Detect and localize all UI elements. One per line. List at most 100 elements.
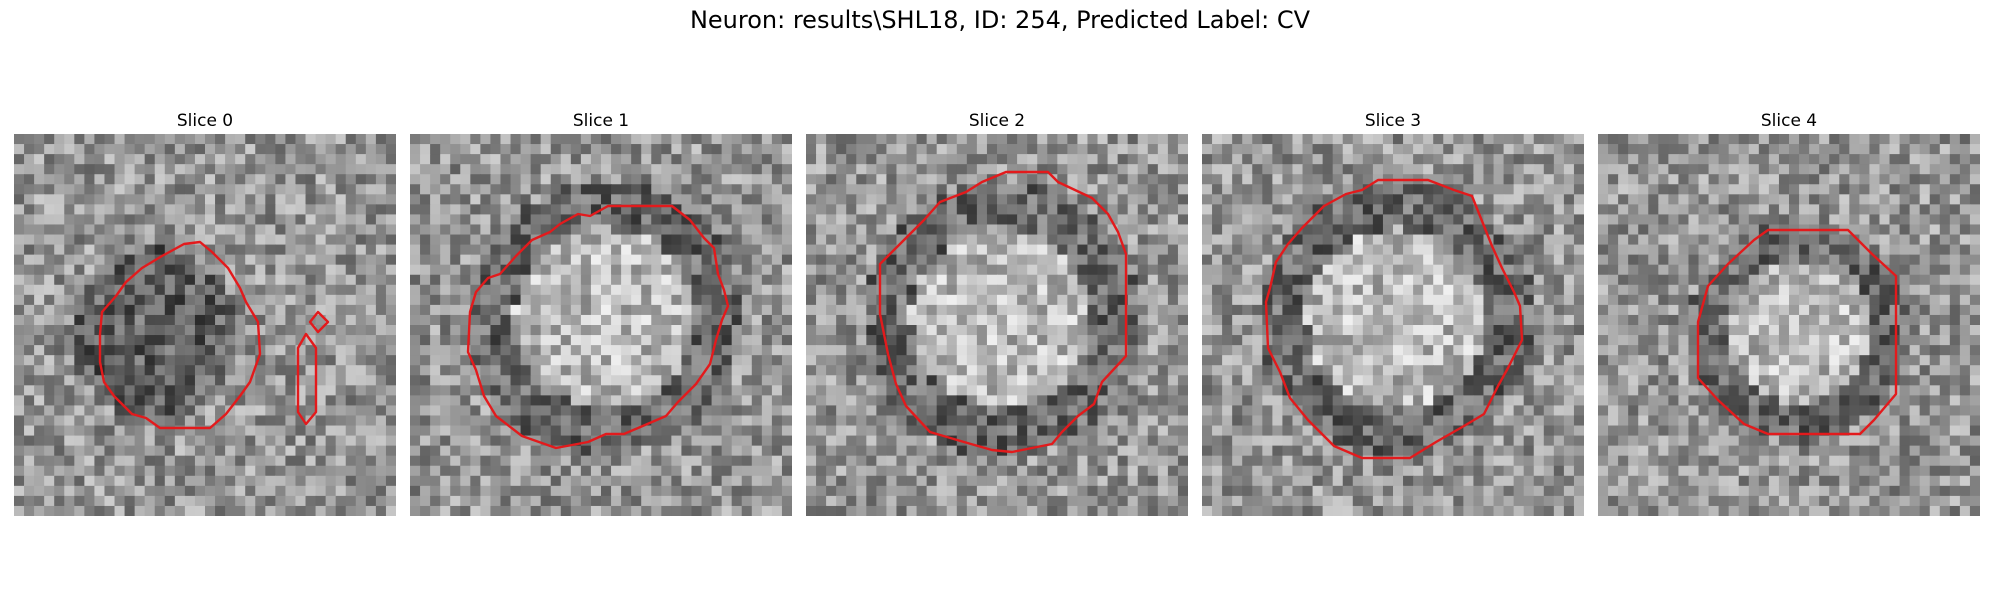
image-pixel bbox=[500, 134, 511, 145]
image-pixel bbox=[420, 345, 431, 356]
image-pixel bbox=[64, 395, 75, 406]
image-pixel bbox=[651, 144, 662, 155]
image-pixel bbox=[115, 426, 126, 437]
image-pixel bbox=[581, 134, 592, 145]
image-pixel bbox=[1443, 134, 1454, 145]
image-pixel bbox=[1007, 235, 1018, 246]
image-pixel bbox=[957, 134, 968, 145]
image-pixel bbox=[215, 134, 226, 145]
image-pixel bbox=[215, 245, 226, 256]
image-pixel bbox=[896, 164, 907, 175]
image-pixel bbox=[732, 506, 743, 516]
image-pixel bbox=[1473, 134, 1484, 145]
image-pixel bbox=[386, 235, 396, 246]
image-pixel bbox=[104, 204, 115, 215]
image-pixel bbox=[1067, 436, 1078, 447]
image-pixel bbox=[722, 154, 733, 165]
image-pixel bbox=[74, 224, 85, 235]
image-pixel bbox=[145, 174, 156, 185]
image-pixel bbox=[1108, 476, 1119, 487]
image-pixel bbox=[1037, 184, 1048, 195]
image-pixel bbox=[155, 184, 166, 195]
image-pixel bbox=[94, 224, 105, 235]
image-pixel bbox=[366, 255, 377, 266]
image-pixel bbox=[440, 466, 451, 477]
image-pixel bbox=[1178, 295, 1188, 306]
image-pixel bbox=[1128, 194, 1139, 205]
image-pixel bbox=[1108, 204, 1119, 215]
image-pixel bbox=[1313, 265, 1324, 276]
image-pixel bbox=[1017, 245, 1028, 256]
image-pixel bbox=[1453, 224, 1464, 235]
image-pixel bbox=[1323, 224, 1334, 235]
image-pixel bbox=[611, 506, 622, 516]
image-pixel bbox=[661, 285, 672, 296]
image-pixel bbox=[937, 164, 948, 175]
image-pixel bbox=[420, 395, 431, 406]
image-pixel bbox=[531, 255, 542, 266]
image-pixel bbox=[742, 436, 753, 447]
image-pixel bbox=[1202, 154, 1213, 165]
image-pixel bbox=[235, 245, 246, 256]
image-pixel bbox=[581, 305, 592, 316]
image-pixel bbox=[836, 245, 847, 256]
image-pixel bbox=[742, 446, 753, 457]
image-pixel bbox=[185, 446, 196, 457]
image-pixel bbox=[907, 315, 918, 326]
image-pixel bbox=[1128, 235, 1139, 246]
image-pixel bbox=[511, 285, 522, 296]
image-pixel bbox=[470, 385, 481, 396]
image-pixel bbox=[64, 295, 75, 306]
image-pixel bbox=[1087, 335, 1098, 346]
image-pixel bbox=[1027, 466, 1038, 477]
image-pixel bbox=[346, 235, 357, 246]
image-pixel bbox=[816, 245, 827, 256]
image-pixel bbox=[44, 365, 55, 376]
image-pixel bbox=[94, 285, 105, 296]
image-pixel bbox=[937, 415, 948, 426]
image-pixel bbox=[285, 385, 296, 396]
image-pixel bbox=[702, 375, 713, 386]
image-pixel bbox=[1077, 415, 1088, 426]
image-pixel bbox=[886, 184, 897, 195]
image-pixel bbox=[1077, 476, 1088, 487]
image-pixel bbox=[64, 184, 75, 195]
image-pixel bbox=[997, 134, 1008, 145]
image-pixel bbox=[1067, 164, 1078, 175]
image-pixel bbox=[601, 385, 612, 396]
image-pixel bbox=[1252, 164, 1263, 175]
image-pixel bbox=[1047, 204, 1058, 215]
image-pixel bbox=[571, 184, 582, 195]
image-pixel bbox=[420, 355, 431, 366]
image-pixel bbox=[762, 335, 773, 346]
image-pixel bbox=[155, 275, 166, 286]
image-pixel bbox=[135, 365, 146, 376]
image-pixel bbox=[856, 285, 867, 296]
image-pixel bbox=[541, 214, 552, 225]
image-pixel bbox=[135, 486, 146, 497]
image-pixel bbox=[64, 255, 75, 266]
image-pixel bbox=[816, 184, 827, 195]
image-pixel bbox=[135, 295, 146, 306]
image-pixel bbox=[1353, 134, 1364, 145]
image-pixel bbox=[1544, 285, 1555, 296]
image-pixel bbox=[591, 154, 602, 165]
image-pixel bbox=[886, 415, 897, 426]
image-pixel bbox=[702, 496, 713, 507]
image-pixel bbox=[681, 235, 692, 246]
image-pixel bbox=[846, 204, 857, 215]
image-pixel bbox=[957, 325, 968, 336]
image-pixel bbox=[681, 295, 692, 306]
image-pixel bbox=[772, 446, 783, 457]
image-pixel bbox=[762, 355, 773, 366]
image-pixel bbox=[531, 506, 542, 516]
image-pixel bbox=[1242, 305, 1253, 316]
image-pixel bbox=[165, 476, 176, 487]
image-pixel bbox=[1212, 255, 1223, 266]
image-pixel bbox=[316, 144, 327, 155]
image-pixel bbox=[84, 506, 95, 516]
image-pixel bbox=[967, 235, 978, 246]
image-pixel bbox=[420, 164, 431, 175]
image-pixel bbox=[1108, 154, 1119, 165]
image-pixel bbox=[511, 174, 522, 185]
